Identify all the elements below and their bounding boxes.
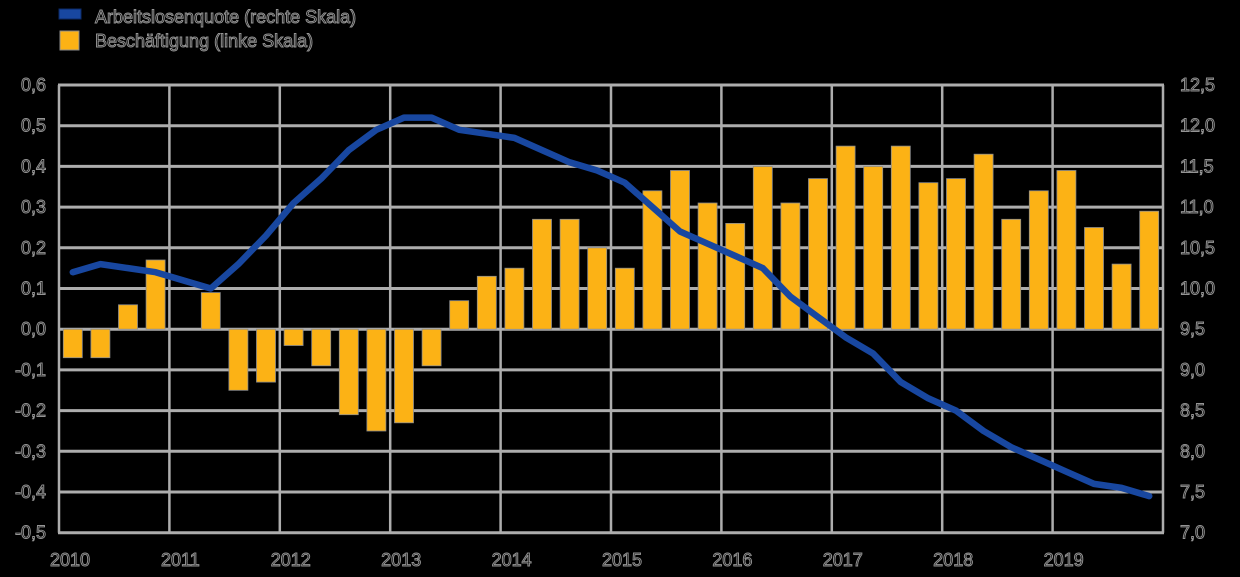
left-axis-tick-label: 0,1: [21, 279, 46, 299]
legend-swatch-line: [58, 8, 82, 20]
employment-bar: [311, 328, 332, 367]
right-axis-tick-label: 8,5: [1180, 401, 1205, 421]
employment-bar: [338, 328, 359, 416]
employment-bar: [1111, 263, 1132, 330]
employment-bar: [642, 190, 663, 330]
employment-bar: [62, 328, 83, 359]
employment-bar: [476, 275, 497, 330]
year-label: 2010: [50, 550, 90, 570]
unemployment-line: [69, 114, 1153, 500]
employment-bar: [835, 145, 856, 330]
right-axis-tick-label: 12,5: [1180, 75, 1215, 95]
right-axis-tick-label: 7,5: [1180, 482, 1205, 502]
year-label: 2011: [161, 550, 200, 570]
employment-bar: [421, 328, 442, 367]
right-axis-tick-label: 9,5: [1180, 319, 1205, 339]
employment-bar: [725, 222, 746, 330]
employment-bar: [614, 267, 635, 330]
employment-bar: [200, 292, 221, 330]
employment-bar: [670, 170, 690, 330]
year-label: 2017: [823, 550, 863, 570]
right-axis-tick-label: 9,0: [1180, 360, 1205, 380]
employment-bar: [752, 165, 773, 330]
year-label: 2015: [602, 550, 642, 570]
employment-bar: [256, 328, 276, 383]
employment-bar: [394, 328, 414, 424]
right-axis-tick-label: 10,5: [1180, 238, 1215, 258]
year-label: 2014: [492, 550, 532, 570]
legend-swatch-bar: [59, 30, 80, 51]
employment-bar: [780, 202, 801, 330]
employment-bar: [228, 328, 249, 391]
employment-bar: [1001, 218, 1022, 330]
legend: Arbeitslosenquote (rechte Skala) Beschäf…: [58, 7, 357, 51]
employment-bar: [808, 178, 828, 330]
employment-bar: [587, 247, 608, 330]
left-axis-tick-label: 0,6: [21, 75, 46, 95]
employment-bar: [449, 300, 470, 330]
employment-bar: [145, 259, 166, 330]
left-axis-tick-label: 0,5: [21, 116, 46, 136]
left-axis-tick-label: 0,3: [21, 197, 46, 217]
employment-bar: [946, 178, 966, 330]
employment-bar: [532, 218, 552, 330]
left-axis-tick-label: -0,5: [15, 523, 46, 543]
grid-lines: [57, 83, 1165, 535]
employment-bar: [1139, 210, 1160, 330]
legend-label-unemployment: Arbeitslosenquote (rechte Skala): [95, 7, 356, 27]
employment-bar: [366, 328, 387, 432]
employment-bar: [1056, 170, 1077, 330]
right-axis-tick-label: 11,0: [1180, 197, 1214, 217]
employment-bar: [504, 267, 525, 330]
unemployment-rate-line: [69, 114, 1153, 500]
right-axis-labels: 12,5 12,0 11,5 11,0 10,5 10,0 9,5 9,0 8,5 8,0 7,5 7…: [1180, 75, 1216, 544]
year-label: 2018: [933, 550, 973, 570]
employment-bar: [283, 328, 304, 346]
left-axis-tick-label: -0,3: [15, 441, 46, 461]
left-axis-tick-label: 0,0: [21, 319, 46, 339]
employment-bar: [863, 165, 884, 330]
employment-bar: [890, 145, 911, 330]
year-label: 2016: [712, 550, 752, 570]
year-axis-labels: 2010 2011 2012 2013 2014 2015 2016 2017 2018 2019: [50, 550, 1085, 571]
left-axis-tick-label: 0,4: [21, 156, 46, 176]
year-label: 2019: [1044, 550, 1084, 570]
legend-label-employment: Beschäftigung (linke Skala): [95, 31, 313, 51]
employment-bar: [697, 202, 718, 330]
left-axis-tick-label: -0,2: [15, 401, 46, 421]
employment-bar: [90, 328, 111, 359]
year-label: 2012: [271, 550, 311, 570]
employment-bar: [973, 153, 994, 330]
year-label: 2013: [381, 550, 421, 570]
left-axis-tick-label: 0,2: [21, 238, 46, 258]
right-axis-tick-label: 8,0: [1180, 441, 1205, 461]
left-axis-labels: 0,6 0,5 0,4 0,3 0,2 0,1 0,0 -0,1 -0,2 -0,3 -0,4 -0,…: [14, 75, 46, 544]
left-axis-tick-label: -0,4: [15, 482, 46, 502]
right-axis-tick-label: 10,0: [1180, 279, 1215, 299]
right-axis-tick-label: 7,0: [1180, 523, 1205, 543]
right-axis-tick-label: 12,0: [1180, 116, 1215, 136]
employment-bar: [1084, 227, 1104, 330]
right-axis-tick-label: 11,5: [1180, 156, 1214, 176]
employment-bar: [1028, 190, 1049, 330]
left-axis-tick-label: -0,1: [15, 360, 46, 380]
employment-bar: [918, 182, 939, 330]
employment-bars: [62, 145, 1160, 432]
employment-bar: [559, 218, 580, 330]
employment-bar: [118, 304, 138, 330]
